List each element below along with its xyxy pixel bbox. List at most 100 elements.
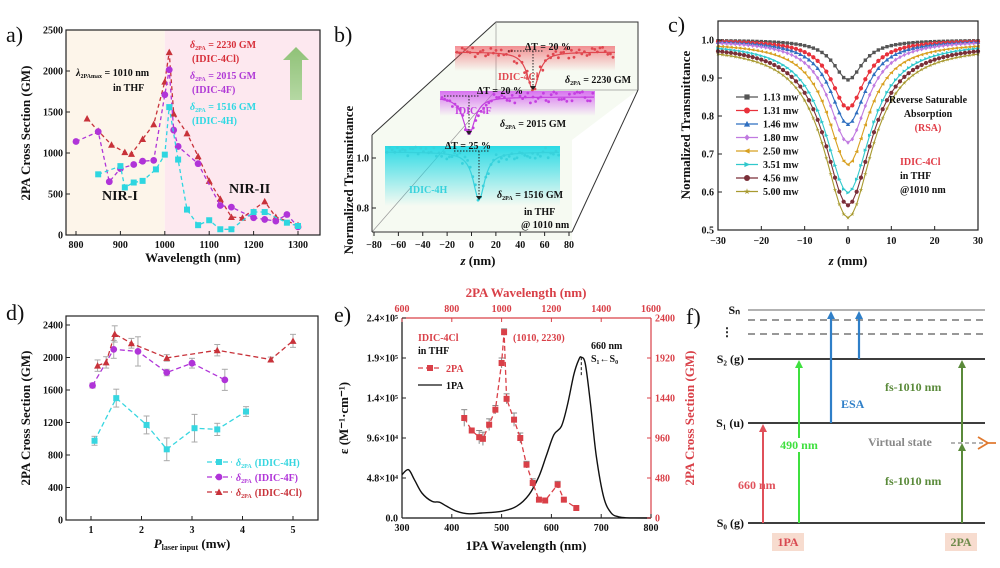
data-point [928,59,933,64]
data-point [414,145,417,149]
data-point [261,209,268,216]
data-point [945,43,950,48]
data-point [854,110,859,115]
data-point [759,44,764,50]
delta-value: = 1516 GM [206,102,257,113]
compound-label: IDIC-4Cl [900,157,941,168]
peak-label: (1010, 2230) [513,333,565,344]
y-tick-label: 500 [48,190,63,201]
data-point [403,148,407,152]
data-point [897,50,903,55]
data-point [828,148,833,152]
data-point [737,46,742,50]
data-point [815,117,820,122]
data-point [811,61,816,66]
data-point [733,51,738,56]
data-point [845,215,851,220]
data-point [949,53,955,58]
delta-symbol: δ [190,40,195,51]
data-point [533,87,537,91]
data-point [876,127,881,132]
data-point [910,56,915,60]
data-point [554,50,558,53]
data-point [854,149,859,154]
data-point [806,98,812,103]
data-point [793,79,799,84]
data-point [503,395,510,402]
panel-c: c) −30 −20 −10 0 10 20 30 0.5 0.6 0.7 0.8 0.9 1.0 z … [668,12,983,268]
y-tick-label: 1500 [43,108,63,119]
data-point [802,70,807,75]
delta-value-2: δ2PA = 1516 GM [190,102,257,114]
data-point [552,90,556,94]
data-point [924,57,929,61]
legend-marker [743,148,750,154]
data-point [528,156,532,159]
data-point [497,96,501,99]
data-point [453,102,457,106]
delta-2pa-label: δ2PA = 2230 GM [565,75,632,87]
data-point [508,99,511,103]
delta-symbol: δ [565,75,570,86]
data-point [850,211,855,217]
delta-symbol: δ [190,71,195,82]
panel-d: d) 1 2 3 4 5 0 400 800 1200 1600 2000 2400 Plaser i… [6,300,319,552]
data-point [461,114,465,117]
dip-arrow-icon [466,131,472,135]
data-point [170,110,178,117]
data-point [737,55,742,60]
data-point [72,138,80,145]
data-point [720,41,725,46]
delta-symbol: δ [236,458,241,469]
data-point [850,187,855,191]
nir1-region [66,30,165,235]
data-point [915,60,920,65]
data-point [551,52,555,56]
data-point [767,43,773,48]
data-point [385,150,389,154]
y-left-tick-label: 1.4×10⁵ [367,394,398,405]
x-tick-label: 0 [469,240,474,251]
data-point [523,95,527,99]
data-point [544,59,547,62]
data-point [175,156,182,163]
y-tick-label: 0.5 [702,226,715,237]
data-point [443,97,446,101]
data-point [468,427,475,434]
delta-value: = 1516 GM [513,190,564,201]
data-point [89,382,96,389]
delta-symbol: δ [236,473,241,484]
data-point [876,117,881,122]
data-point [945,57,950,62]
data-point [958,48,963,53]
y-axis-label: Normalized Transmittance [678,50,693,199]
lambda-value: = 1010 nm [102,68,150,79]
delta-sub: 2PA [241,464,252,470]
data-point [919,62,924,68]
data-point [854,201,859,207]
data-point [876,108,881,113]
delta-value-0: δ2PA = 2230 GM [190,40,257,52]
data-point [586,99,589,103]
data-point [139,135,147,143]
legend-label: 1.31 mw [763,106,799,117]
data-point [785,50,790,56]
data-point [941,58,946,63]
data-point [924,46,928,51]
data-point [102,358,110,366]
data-point [802,98,807,103]
data-point [859,163,864,168]
data-point [915,69,920,75]
data-point [889,54,894,59]
x-tick-label: 300 [395,523,410,534]
badge-1pa-bg [772,533,804,551]
y-left-tick-label: 9.6×10⁴ [367,434,398,445]
delta-symbol: δ [500,119,505,130]
p-sub: laser input [162,543,199,552]
data-point [261,197,269,205]
data-point [424,147,428,150]
data-point [445,99,449,102]
data-point [611,55,615,59]
data-point [520,151,524,155]
data-point [880,82,885,86]
